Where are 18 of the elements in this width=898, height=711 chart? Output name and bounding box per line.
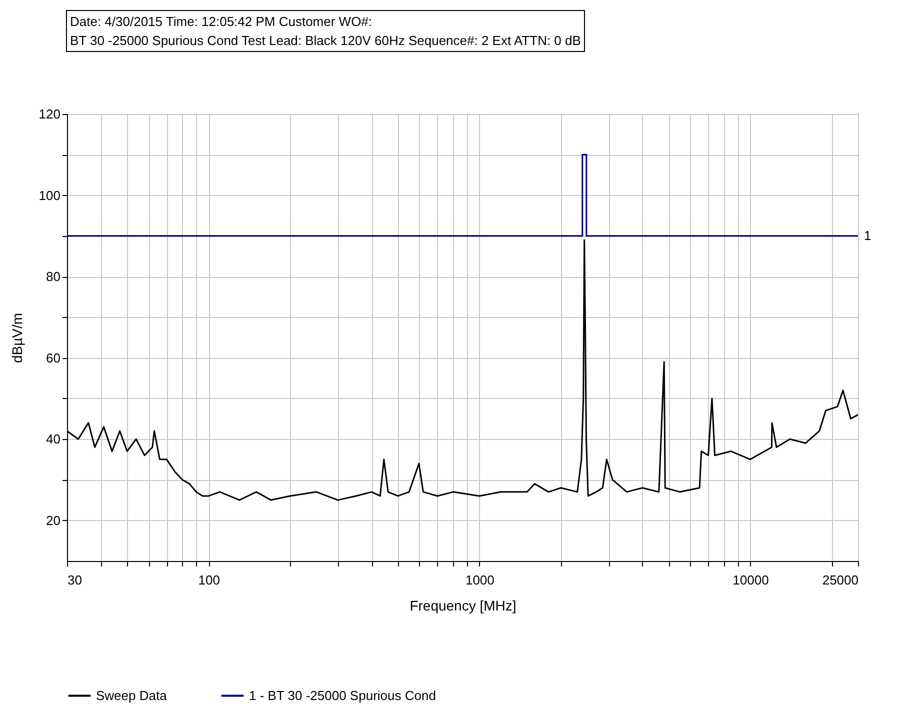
y-tick-label: 40 — [46, 432, 60, 447]
chart-title: Date: 4/30/2015 Time: 12:05:42 PM Customer WO#: — [70, 13, 374, 31]
y-tick-label: 20 — [46, 512, 60, 528]
x-tick-label: 1000 — [465, 572, 494, 588]
y-tick-label: 120 — [38, 106, 60, 122]
legend-label: 1 - BT 30 -25000 Spurious Cond — [249, 688, 436, 703]
y-tick-label: 100 — [38, 188, 60, 203]
x-axis-title: Frequency [MHz] — [410, 598, 516, 614]
legend-label: Sweep Data — [96, 688, 168, 703]
y-tick-label: 80 — [46, 269, 60, 284]
y-tick-label: 60 — [46, 350, 60, 366]
x-tick-label: 100 — [198, 572, 220, 588]
x-tick-label: 10000 — [732, 572, 769, 588]
x-tick-label: 30 — [68, 572, 82, 588]
x-tick-label: 25000 — [822, 572, 858, 588]
y-axis-title: dBµV/m — [8, 312, 25, 364]
annotation: 1 — [864, 228, 872, 243]
chart-subtitle: BT 30 -25000 Spurious Cond Test Lead: Black 120V 60Hz Sequence#: 2 Ext ATTN: 0 dB — [70, 32, 581, 50]
